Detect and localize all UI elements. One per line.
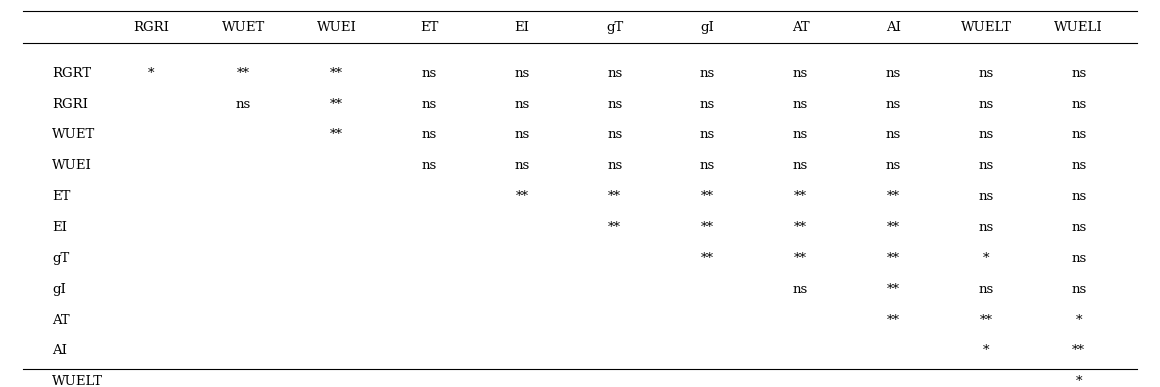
Text: *: *	[983, 252, 989, 265]
Text: **: **	[329, 128, 343, 142]
Text: ET: ET	[52, 190, 71, 203]
Text: ns: ns	[1071, 159, 1087, 172]
Text: **: **	[886, 252, 900, 265]
Text: ns: ns	[607, 159, 623, 172]
Text: ns: ns	[792, 283, 809, 296]
Text: gI: gI	[52, 283, 66, 296]
Text: gT: gT	[607, 21, 623, 34]
Text: AI: AI	[886, 21, 900, 34]
Text: AI: AI	[52, 344, 67, 357]
Text: **: **	[886, 283, 900, 296]
Text: ns: ns	[699, 159, 716, 172]
Text: ns: ns	[514, 159, 530, 172]
Text: ns: ns	[978, 98, 994, 111]
Text: ns: ns	[978, 67, 994, 80]
Text: **: **	[515, 190, 529, 203]
Text: ns: ns	[792, 159, 809, 172]
Text: **: **	[886, 221, 900, 234]
Text: WUELI: WUELI	[1054, 21, 1103, 34]
Text: **: **	[1072, 344, 1086, 357]
Text: ns: ns	[885, 67, 901, 80]
Text: WUET: WUET	[52, 128, 95, 142]
Text: ns: ns	[514, 128, 530, 142]
Text: ns: ns	[421, 98, 437, 111]
Text: **: **	[793, 190, 807, 203]
Text: **: **	[329, 67, 343, 80]
Text: ns: ns	[235, 98, 252, 111]
Text: EI: EI	[52, 221, 67, 234]
Text: WUELT: WUELT	[960, 21, 1012, 34]
Text: WUET: WUET	[222, 21, 266, 34]
Text: ns: ns	[1071, 98, 1087, 111]
Text: ns: ns	[699, 98, 716, 111]
Text: *: *	[147, 67, 154, 80]
Text: ns: ns	[699, 128, 716, 142]
Text: ns: ns	[792, 67, 809, 80]
Text: ns: ns	[1071, 128, 1087, 142]
Text: ns: ns	[1071, 221, 1087, 234]
Text: ns: ns	[792, 98, 809, 111]
Text: ns: ns	[1071, 190, 1087, 203]
Text: **: **	[793, 252, 807, 265]
Text: ns: ns	[1071, 283, 1087, 296]
Text: ns: ns	[978, 221, 994, 234]
Text: ns: ns	[978, 190, 994, 203]
Text: **: **	[608, 221, 622, 234]
Text: RGRT: RGRT	[52, 67, 92, 80]
Text: ns: ns	[978, 128, 994, 142]
Text: ns: ns	[607, 98, 623, 111]
Text: **: **	[701, 190, 715, 203]
Text: **: **	[886, 313, 900, 327]
Text: ns: ns	[607, 67, 623, 80]
Text: **: **	[329, 98, 343, 111]
Text: **: **	[793, 221, 807, 234]
Text: EI: EI	[515, 21, 529, 34]
Text: ns: ns	[978, 159, 994, 172]
Text: **: **	[979, 313, 993, 327]
Text: ns: ns	[978, 283, 994, 296]
Text: ns: ns	[792, 128, 809, 142]
Text: AT: AT	[791, 21, 810, 34]
Text: ns: ns	[421, 159, 437, 172]
Text: **: **	[237, 67, 251, 80]
Text: ns: ns	[885, 98, 901, 111]
Text: AT: AT	[52, 313, 70, 327]
Text: WUELT: WUELT	[52, 375, 103, 387]
Text: ns: ns	[607, 128, 623, 142]
Text: ET: ET	[420, 21, 438, 34]
Text: **: **	[886, 190, 900, 203]
Text: gI: gI	[701, 21, 715, 34]
Text: *: *	[983, 344, 989, 357]
Text: ns: ns	[1071, 67, 1087, 80]
Text: ns: ns	[699, 67, 716, 80]
Text: ns: ns	[885, 128, 901, 142]
Text: ns: ns	[514, 98, 530, 111]
Text: ns: ns	[514, 67, 530, 80]
Text: ns: ns	[885, 159, 901, 172]
Text: WUEI: WUEI	[317, 21, 356, 34]
Text: ns: ns	[1071, 252, 1087, 265]
Text: **: **	[608, 190, 622, 203]
Text: ns: ns	[421, 128, 437, 142]
Text: *: *	[1075, 313, 1082, 327]
Text: gT: gT	[52, 252, 70, 265]
Text: ns: ns	[421, 67, 437, 80]
Text: RGRI: RGRI	[52, 98, 88, 111]
Text: **: **	[701, 252, 715, 265]
Text: WUEI: WUEI	[52, 159, 92, 172]
Text: *: *	[1075, 375, 1082, 387]
Text: **: **	[701, 221, 715, 234]
Text: RGRI: RGRI	[132, 21, 169, 34]
